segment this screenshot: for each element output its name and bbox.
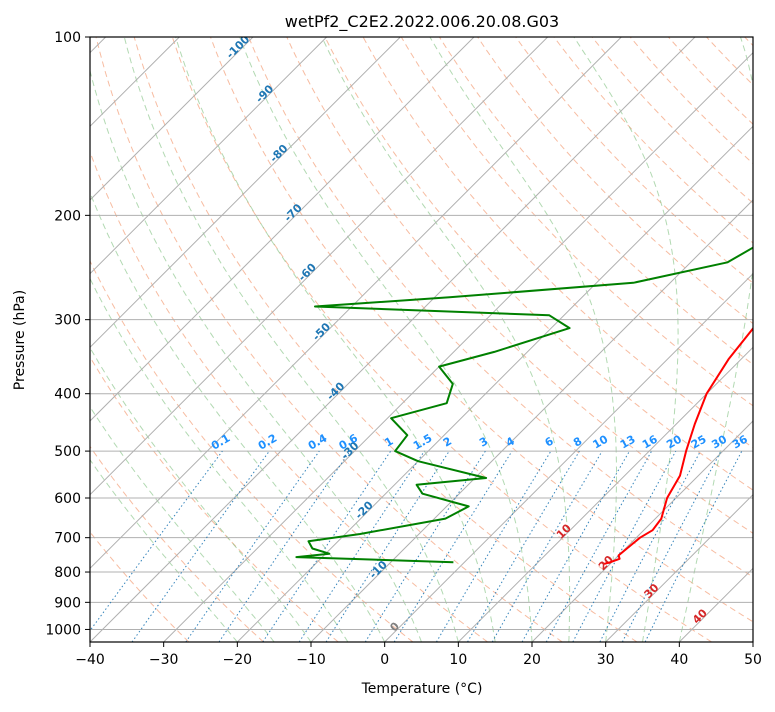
moist-adiabat	[0, 37, 237, 642]
mixing-ratio-label: 13	[618, 433, 638, 452]
isotherm-line	[458, 37, 775, 642]
dry-adiabat	[0, 37, 189, 642]
x-axis: −40 −30 −20 −10 0 10 20 30 40 50	[75, 642, 762, 668]
x-tick-label: 20	[523, 652, 541, 668]
dry-adiabat	[668, 37, 775, 642]
y-tick-label: 100	[54, 30, 81, 46]
dry-adiabat	[20, 37, 413, 642]
y-tick-label: 1000	[45, 622, 81, 638]
x-tick-label: 30	[597, 652, 615, 668]
mixing-ratio-line	[219, 451, 350, 642]
mixing-ratio-label: 0.1	[209, 432, 232, 453]
isotherm-label: 40	[690, 606, 710, 626]
mixing-ratio-line	[326, 451, 449, 642]
dry-adiabat	[516, 37, 775, 642]
isotherm-label: -80	[267, 142, 290, 165]
dry-adiabat	[0, 37, 338, 642]
dry-adiabat	[745, 37, 775, 642]
moist-adiabat	[176, 37, 496, 642]
y-axis-label: Pressure (hPa)	[12, 290, 28, 390]
y-axis: 100 200 300 400 500 600 700 800 900 1000	[45, 30, 90, 638]
isotherm-line	[679, 37, 775, 642]
x-tick-label: −30	[149, 652, 179, 668]
moist-adiabat	[574, 37, 678, 642]
mixing-ratio-line	[299, 451, 424, 642]
y-tick-label: 800	[54, 565, 81, 581]
mixing-ratio-line	[263, 451, 391, 642]
x-axis-label: Temperature (°C)	[361, 681, 483, 697]
x-tick-label: −20	[223, 652, 253, 668]
moist-adiabat	[679, 37, 760, 642]
isotherm-line	[0, 37, 327, 642]
y-tick-label: 400	[54, 387, 81, 403]
isotherm-label: -40	[324, 379, 347, 402]
isotherm-line	[753, 37, 775, 642]
y-tick-label: 300	[54, 313, 81, 329]
isotherm-label: -70	[282, 201, 305, 224]
mixing-ratio-label: 3	[477, 435, 490, 450]
mixing-ratio-lines	[82, 451, 742, 642]
x-tick-label: 0	[380, 652, 389, 668]
moist-adiabat	[0, 37, 311, 642]
y-tick-label: 200	[54, 208, 81, 224]
isotherm-line	[0, 37, 400, 642]
mixing-ratio-line	[436, 451, 551, 642]
moist-adiabats	[0, 37, 760, 642]
moist-adiabat	[0, 37, 274, 642]
mixing-ratio-line	[573, 451, 676, 642]
y-tick-label: 600	[54, 491, 81, 507]
mixing-ratio-label: 1	[382, 435, 395, 450]
x-tick-label: −10	[296, 652, 326, 668]
mixing-ratio-line	[468, 451, 580, 642]
x-tick-label: 50	[744, 652, 762, 668]
isotherm-label: 10	[554, 521, 574, 541]
plot-frame	[90, 37, 753, 642]
mixing-ratio-label: 10	[591, 432, 611, 451]
isotherms	[0, 37, 775, 642]
moist-adiabat	[124, 37, 458, 642]
mixing-ratio-label: 8	[571, 435, 584, 450]
x-tick-label: 10	[449, 652, 467, 668]
mixing-ratio-line	[82, 451, 223, 642]
mixing-ratio-label: 20	[664, 432, 684, 451]
isotherm-line	[0, 37, 253, 642]
dry-adiabats	[0, 37, 775, 642]
moist-adiabat	[240, 37, 532, 642]
dry-adiabat	[58, 37, 488, 642]
dry-adiabat	[0, 37, 264, 642]
mixing-ratio-label: 0.2	[256, 432, 279, 453]
chart-title: wetPf2_C2E2.2022.006.20.08.G03	[285, 12, 559, 32]
isotherm-line	[90, 37, 695, 642]
mixing-ratio-label: 36	[730, 432, 750, 451]
moist-adiabat	[16, 37, 348, 642]
mixing-ratio-line	[600, 451, 701, 642]
y-tick-label: 900	[54, 595, 81, 611]
dry-adiabat	[707, 37, 775, 642]
mixing-ratio-label: 0.4	[306, 431, 330, 452]
mixing-ratio-label: 30	[709, 432, 729, 451]
mixing-ratio-label: 16	[640, 432, 660, 451]
x-tick-label: 40	[670, 652, 688, 668]
isotherm-label: -90	[253, 82, 276, 105]
y-tick-label: 700	[54, 531, 81, 547]
y-tick-label: 500	[54, 444, 81, 460]
isotherm-line	[0, 37, 474, 642]
dry-adiabat	[554, 37, 775, 642]
mixing-ratio-line	[522, 451, 629, 642]
isotherm-line	[311, 37, 775, 642]
isotherm-label: -10	[367, 558, 390, 581]
dry-adiabat	[592, 37, 775, 642]
x-tick-label: −40	[75, 652, 105, 668]
mixing-ratio-label: 1.5	[411, 432, 434, 453]
isotherm-line	[385, 37, 775, 642]
